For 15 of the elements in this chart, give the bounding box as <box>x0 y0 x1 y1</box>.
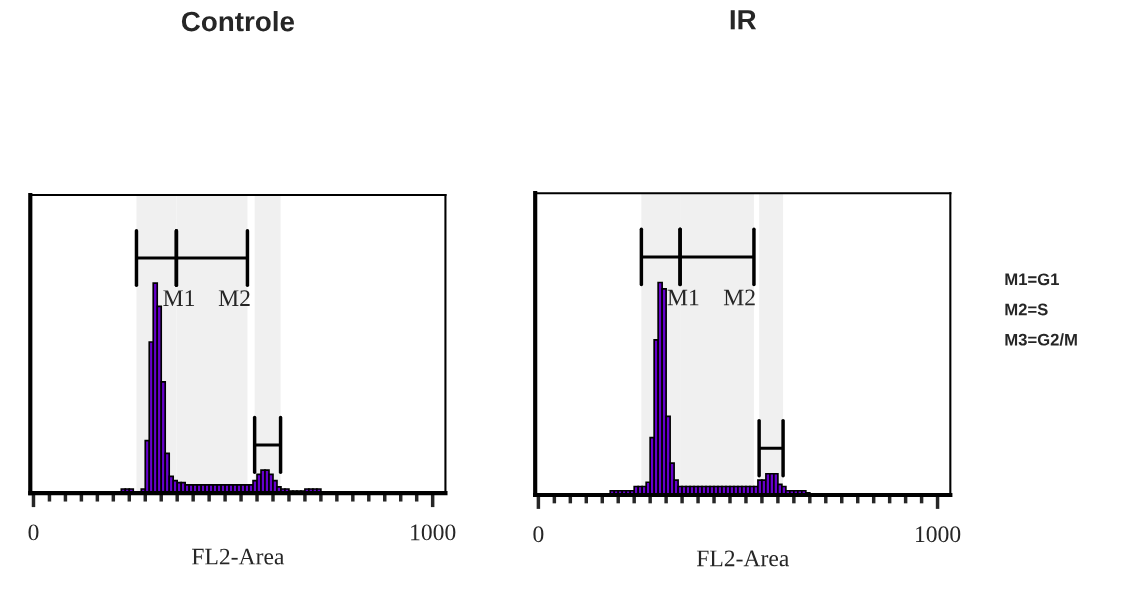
text: M2=S <box>1005 303 1048 316</box>
text: M3=G2/M <box>1005 333 1077 346</box>
band-label: M1 <box>667 289 699 306</box>
band-label: M1 <box>163 290 195 306</box>
band-label: M2 <box>723 289 755 306</box>
x-axis-title: FL2-Area <box>696 550 789 567</box>
text: M1=G1 <box>1005 273 1059 286</box>
band-label: M2 <box>218 290 250 306</box>
x-tick-label: 0 <box>28 524 39 541</box>
x-tick-label: 1000 <box>916 526 961 543</box>
x-axis-title: FL2-Area <box>192 548 285 565</box>
x-tick-label: 1000 <box>411 524 456 541</box>
chart-title: IR <box>730 10 757 30</box>
chart-title: Controle <box>181 10 295 32</box>
x-tick-label: 0 <box>533 526 544 543</box>
